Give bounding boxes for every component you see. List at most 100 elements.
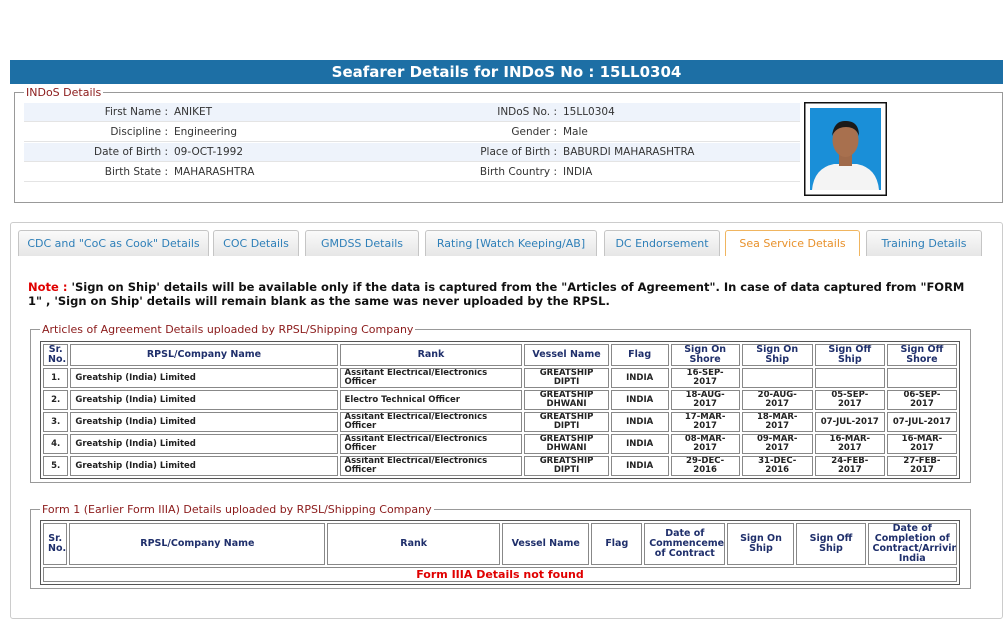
cell: 16-MAR-2017 (814, 434, 885, 454)
tab[interactable]: GMDSS Details (305, 230, 419, 256)
cell (814, 368, 885, 388)
tab[interactable]: Rating [Watch Keeping/AB] (425, 230, 597, 256)
column-header: Date of Completion of Contract/Arriving … (867, 523, 957, 565)
cell: Assitant Electrical/Electronics Officer (339, 456, 523, 476)
cell: 05-SEP-2017 (814, 390, 885, 410)
header-row: Sr. No. RPSL/Company Name Rank Vessel Name F… (43, 523, 957, 565)
cell: Greatship (India) Limited (70, 434, 338, 454)
cell: Assitant Electrical/Electronics Officer (339, 412, 523, 432)
field-value: MAHARASHTRA (174, 166, 255, 178)
data-table: Sr. No. RPSL/Company Name Rank Vessel Name F… (40, 341, 960, 479)
field-label: Gender : (511, 126, 557, 138)
cell: 5. (43, 456, 69, 476)
cell: 27-FEB-2017 (886, 456, 957, 476)
column-header: RPSL/Company Name (69, 523, 326, 565)
cell (886, 368, 957, 388)
column-header: Sign Off Ship (814, 344, 885, 366)
note-text: 'Sign on Ship' details will be available… (28, 280, 965, 308)
cell: 06-SEP-2017 (886, 390, 957, 410)
cell: 4. (43, 434, 69, 454)
cell: 18-AUG-2017 (670, 390, 740, 410)
column-header: Vessel Name (502, 523, 590, 565)
column-header: Vessel Name (524, 344, 609, 366)
note: Note : 'Sign on Ship' details will be av… (28, 280, 978, 308)
cell: 1. (43, 368, 69, 388)
header-row: Sr. No. RPSL/Company Name Rank Vessel Name F… (43, 344, 957, 366)
field-label: Birth Country : (479, 166, 557, 178)
field-label: First Name : (104, 106, 168, 118)
articles-fieldset (30, 329, 971, 483)
tab[interactable]: DC Endorsement (604, 230, 720, 256)
cell: Assitant Electrical/Electronics Officer (339, 434, 523, 454)
cell: 3. (43, 412, 69, 432)
field-label: Date of Birth : (94, 146, 168, 158)
cell: 08-MAR-2017 (670, 434, 740, 454)
column-header: Sign On Shore (670, 344, 740, 366)
column-header: Sign On Ship (741, 344, 813, 366)
cell: 2. (43, 390, 69, 410)
cell: GREATSHIP DIPTI (524, 456, 609, 476)
tab[interactable]: CDC and "CoC as Cook" Details (18, 230, 209, 256)
cell: INDIA (610, 368, 669, 388)
cell: Greatship (India) Limited (70, 456, 338, 476)
data-table: Sr. No. RPSL/Company Name Rank Vessel Name F… (40, 520, 960, 585)
column-header: Sr. No. (43, 523, 68, 565)
cell: Greatship (India) Limited (70, 368, 338, 388)
column-header: Sign On Ship (727, 523, 795, 565)
column-header: Flag (591, 523, 643, 565)
field-label: INDoS No. : (497, 106, 557, 118)
field-value: 09-OCT-1992 (174, 146, 243, 158)
cell: 07-JUL-2017 (886, 412, 957, 432)
column-header: RPSL/Company Name (70, 344, 338, 366)
cell: INDIA (610, 434, 669, 454)
page-title: Seafarer Details for INDoS No : 15LL0304 (10, 60, 1003, 84)
tab[interactable]: COC Details (213, 230, 299, 256)
cell: INDIA (610, 456, 669, 476)
field-label: Place of Birth : (480, 146, 557, 158)
cell: INDIA (610, 412, 669, 432)
note-label: Note : (28, 280, 68, 294)
data-row: 1. Greatship (India) Limited Assitant Elec… (43, 368, 957, 388)
field-value: Male (563, 126, 588, 138)
tab[interactable]: Training Details (866, 230, 982, 256)
cell: 29-DEC-2016 (670, 456, 740, 476)
cell: 16-SEP-2017 (670, 368, 740, 388)
fieldset-legend: Articles of Agreement Details uploaded b… (40, 323, 416, 336)
form1-fieldset (30, 509, 971, 589)
field-label: Birth State : (104, 166, 168, 178)
cell: GREATSHIP DHWANI (524, 434, 609, 454)
cell: GREATSHIP DHWANI (524, 390, 609, 410)
cell: GREATSHIP DIPTI (524, 412, 609, 432)
cell: 17-MAR-2017 (670, 412, 740, 432)
cell: 24-FEB-2017 (814, 456, 885, 476)
data-row: 3. Greatship (India) Limited Assitant Elec… (43, 412, 957, 432)
column-header: Sign Off Shore (886, 344, 957, 366)
column-header: Sign Off Ship (796, 523, 866, 565)
fieldset-legend: Form 1 (Earlier Form IIIA) Details uploa… (40, 503, 434, 516)
field-value: Engineering (174, 126, 237, 138)
column-header: Rank (339, 344, 523, 366)
cell: 31-DEC-2016 (741, 456, 813, 476)
field-value: 15LL0304 (563, 106, 615, 118)
cell: 16-MAR-2017 (886, 434, 957, 454)
profile-photo (804, 102, 887, 196)
message-row: Form IIIA Details not found (43, 567, 957, 582)
not-found-message: Form IIIA Details not found (43, 567, 957, 582)
tab[interactable]: Sea Service Details (725, 230, 860, 256)
data-row: 2. Greatship (India) Limited Electro Techn… (43, 390, 957, 410)
cell: Electro Technical Officer (339, 390, 523, 410)
detail-row: Date of Birth : 09-OCT-1992 Place of Birth… (24, 143, 800, 162)
field-label: Discipline : (110, 126, 168, 138)
cell: GREATSHIP DIPTI (524, 368, 609, 388)
detail-row: Birth State : MAHARASHTRA Birth Country : I… (24, 163, 800, 182)
column-header: Sr. No. (43, 344, 69, 366)
field-value: ANIKET (174, 106, 213, 118)
column-header: Flag (610, 344, 669, 366)
cell (741, 368, 813, 388)
data-row: 5. Greatship (India) Limited Assitant Elec… (43, 456, 957, 476)
cell: 09-MAR-2017 (741, 434, 813, 454)
field-value: BABURDI MAHARASHTRA (563, 146, 695, 158)
cell: Greatship (India) Limited (70, 412, 338, 432)
cell: Assitant Electrical/Electronics Officer (339, 368, 523, 388)
